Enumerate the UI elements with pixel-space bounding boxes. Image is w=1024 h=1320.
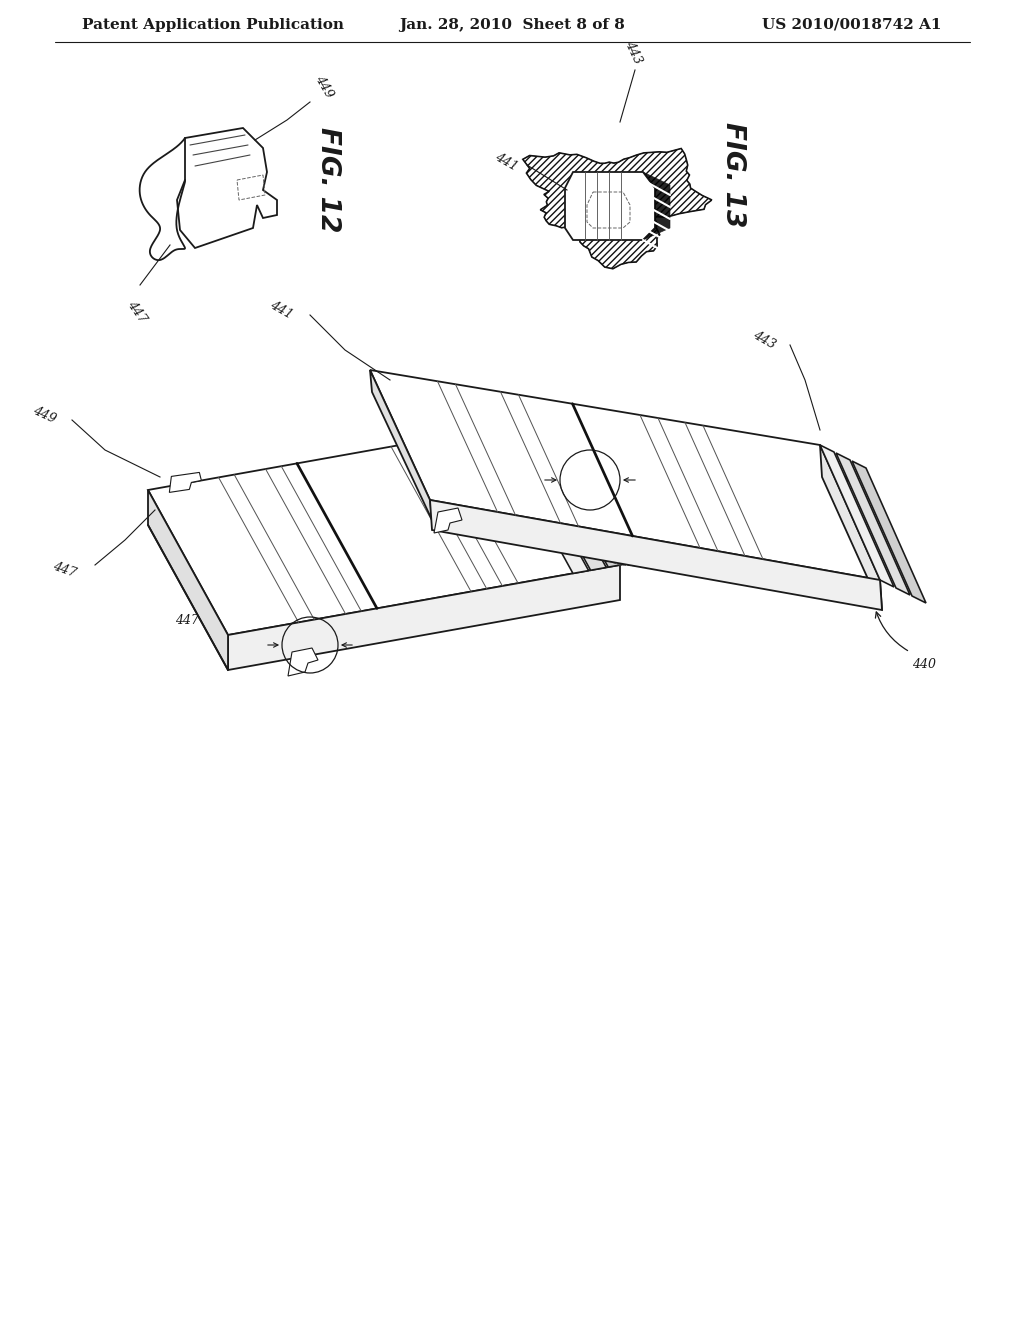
Text: 443: 443 — [622, 38, 644, 66]
Polygon shape — [820, 445, 882, 610]
Text: 13: 13 — [524, 483, 540, 496]
Polygon shape — [493, 425, 589, 573]
Polygon shape — [370, 370, 432, 520]
Text: US 2010/0018742 A1: US 2010/0018742 A1 — [763, 18, 942, 32]
Text: Patent Application Publication: Patent Application Publication — [82, 18, 344, 32]
Polygon shape — [177, 128, 278, 248]
Polygon shape — [565, 172, 655, 240]
Text: 443: 443 — [751, 329, 778, 351]
Polygon shape — [836, 453, 910, 595]
Text: 441: 441 — [267, 298, 295, 322]
Text: Jan. 28, 2010  Sheet 8 of 8: Jan. 28, 2010 Sheet 8 of 8 — [399, 18, 625, 32]
Text: FIG. 12: FIG. 12 — [315, 127, 341, 232]
Polygon shape — [852, 461, 926, 603]
Text: 12: 12 — [247, 648, 263, 661]
Text: 445: 445 — [449, 533, 472, 546]
Polygon shape — [148, 420, 620, 635]
Text: 440: 440 — [912, 657, 936, 671]
Polygon shape — [288, 648, 318, 676]
Polygon shape — [523, 148, 712, 269]
Polygon shape — [148, 490, 228, 671]
Polygon shape — [228, 565, 620, 671]
Text: 447: 447 — [175, 614, 199, 627]
Polygon shape — [430, 500, 882, 610]
Text: 447: 447 — [51, 560, 78, 581]
Polygon shape — [169, 473, 202, 492]
Text: 12: 12 — [357, 631, 373, 644]
Polygon shape — [370, 370, 880, 579]
Text: 449: 449 — [312, 73, 335, 100]
Polygon shape — [528, 420, 624, 568]
Text: FIG. 13: FIG. 13 — [720, 123, 746, 227]
Polygon shape — [820, 445, 894, 587]
Text: 13: 13 — [640, 466, 656, 479]
Polygon shape — [643, 172, 670, 240]
Polygon shape — [511, 422, 606, 570]
Text: 447: 447 — [125, 298, 150, 325]
Text: 449: 449 — [31, 404, 58, 426]
Text: FIG. 11: FIG. 11 — [730, 455, 855, 504]
Polygon shape — [434, 508, 462, 533]
Text: 441: 441 — [493, 150, 520, 174]
